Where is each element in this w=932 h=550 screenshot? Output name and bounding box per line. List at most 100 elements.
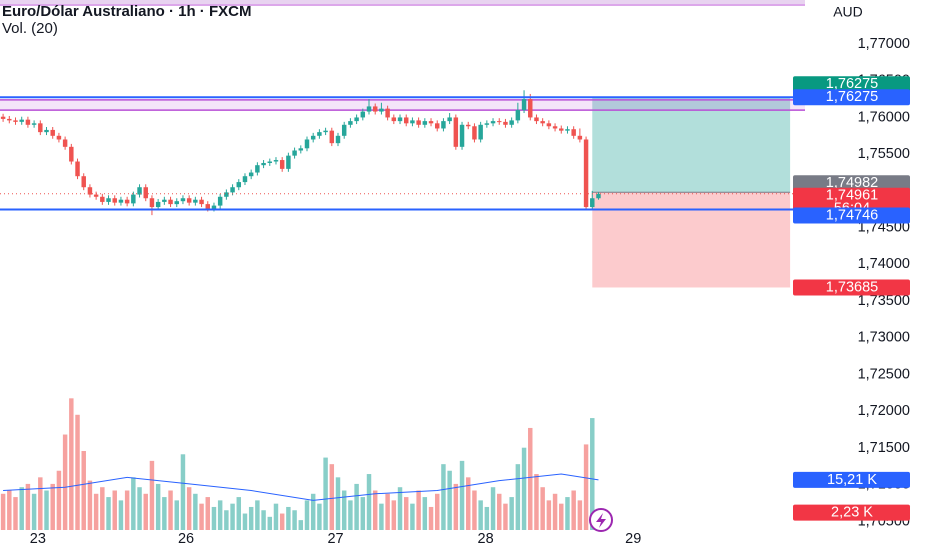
candle-body (528, 99, 533, 118)
volume-bar (137, 487, 142, 530)
candle-body (565, 129, 570, 131)
level-label: 1,76275 (826, 89, 878, 105)
candle-body (255, 165, 260, 173)
volume-bar (255, 500, 260, 530)
candle-body (298, 148, 304, 151)
volume-bar (292, 510, 297, 530)
volume-bar (329, 464, 335, 530)
volume-bar (490, 487, 496, 530)
volume-bar (248, 506, 254, 530)
candle-body (193, 199, 198, 203)
volume-ma-label: 15,21 K (827, 472, 877, 488)
volume-bar (354, 483, 359, 530)
candle-body (577, 135, 583, 140)
candle-body (75, 161, 80, 177)
chart-subtitle: Vol. (20) (2, 20, 58, 37)
volume-bar (298, 520, 304, 530)
candle-body (534, 117, 539, 122)
candle-body (62, 139, 68, 147)
replay-icon[interactable] (596, 513, 606, 528)
volume-bar (528, 427, 533, 530)
candle-body (31, 123, 37, 125)
candle-body (236, 182, 242, 188)
candle-body (360, 111, 366, 118)
target-zone (592, 97, 791, 193)
candle-body (273, 160, 279, 162)
volume-bar (0, 493, 6, 530)
x-tick-label: 29 (625, 531, 641, 547)
candle-body (106, 198, 111, 202)
background-layer (0, 97, 805, 288)
candle-body (0, 116, 6, 119)
volume-bar (515, 464, 521, 530)
entry-box (793, 175, 910, 192)
level-box (793, 89, 910, 106)
volume-bar (379, 503, 384, 530)
entry-label: 1,74982 (826, 175, 878, 191)
volume-bar (261, 510, 266, 530)
candle-body (397, 117, 403, 122)
y-tick-label: 1,72000 (858, 403, 910, 419)
volume-bar (416, 490, 421, 530)
candle-body (186, 198, 192, 203)
candle-body (87, 187, 93, 195)
candle-body (590, 198, 595, 208)
candle-body (118, 199, 124, 203)
volume-bar (205, 497, 210, 530)
stop-box (793, 279, 910, 296)
volume-bar (19, 487, 24, 530)
candle-body (56, 135, 62, 140)
candle-body (552, 126, 558, 129)
volume-bar (155, 483, 161, 530)
x-tick-label: 23 (30, 531, 46, 547)
volume-bar (472, 490, 477, 530)
candle-body (155, 201, 161, 208)
candle-body (19, 119, 24, 122)
y-tick-label: 1,75500 (858, 146, 910, 162)
candle-body (143, 187, 148, 199)
candle-body (323, 130, 328, 133)
candle-body (44, 129, 49, 133)
candle-body (112, 198, 117, 203)
y-tick-label: 1,73500 (858, 293, 910, 309)
candle-body (131, 194, 136, 204)
volume-bar (38, 477, 43, 530)
volume-bar (403, 497, 409, 530)
candle-body (422, 121, 428, 125)
volume-bar (428, 506, 434, 530)
target-label: 1,76275 (826, 76, 878, 92)
candle-body (168, 199, 173, 205)
replay-button[interactable] (589, 508, 613, 532)
candle-body (447, 117, 452, 122)
volume-layer (0, 398, 601, 530)
candle-body (416, 120, 421, 125)
candle-body (391, 117, 397, 122)
volume-bar (124, 490, 130, 530)
candle-body (317, 132, 322, 136)
volume-bar (193, 493, 198, 530)
volume-bar (397, 487, 403, 530)
volume-bar (534, 474, 539, 530)
volume-bar (503, 503, 508, 530)
candle-body (211, 205, 217, 209)
volume-bar (31, 493, 37, 530)
volume-bar (552, 493, 558, 530)
line-layer (0, 96, 805, 211)
candle-body (292, 150, 297, 156)
volume-bar (199, 503, 204, 530)
volume-bar (131, 477, 136, 530)
candle-body (261, 162, 266, 166)
candle-body (25, 119, 31, 125)
volume-bar (484, 506, 490, 530)
candle-body (199, 199, 204, 205)
candle-body (410, 120, 415, 124)
y-tick-label: 1,74000 (858, 256, 910, 272)
drawing-band-top (0, 0, 805, 4)
volume-bar (590, 418, 595, 530)
volume-bar (7, 490, 12, 530)
chart-title: Euro/Dólar Australiano · 1h · FXCM (2, 3, 251, 20)
volume-bar (453, 483, 459, 530)
target-box (793, 76, 910, 93)
volume-bar (13, 497, 18, 530)
